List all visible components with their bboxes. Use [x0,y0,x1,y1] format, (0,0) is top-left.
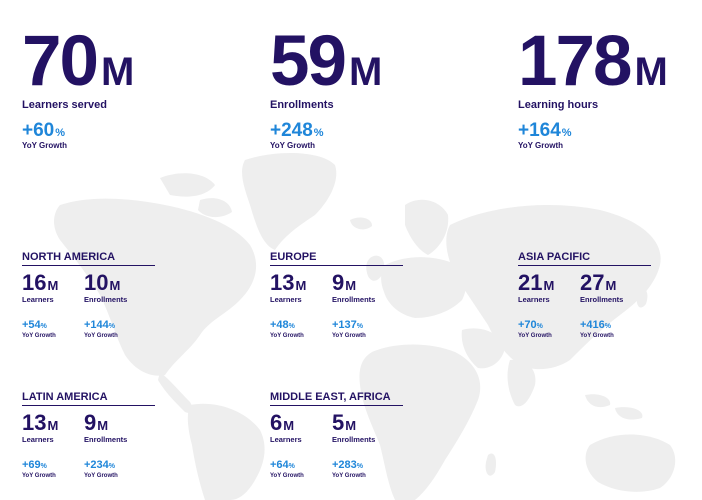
region-enrollments: 27M Enrollments +416% YoY Growth [580,270,624,340]
region-learners: 13M Learners +48% YoY Growth [270,270,307,340]
stat-label: Learners served [22,99,107,111]
region-enrollments: 5M Enrollments +283% YoY Growth [332,410,376,480]
stat-unit: M [100,50,135,94]
stat-value: 59 [270,22,347,101]
stat-unit: M [348,50,383,94]
region-title: NORTH AMERICA [22,251,155,266]
growth-value: +60% [22,120,66,141]
stat-value: 70 [22,22,99,101]
growth-label: YoY Growth [518,141,564,150]
stat-label: Enrollments [270,99,334,111]
growth-value: +164% [518,120,572,141]
region-learners: 21M Learners +70% YoY Growth [518,270,555,340]
stat-learners-served: 70 M Learners served +60% YoY Growth [22,26,134,150]
region-enrollments: 9M Enrollments +137% YoY Growth [332,270,376,340]
region-asia-pacific: ASIA PACIFIC 21M Learners +70% YoY Growt… [518,251,651,339]
growth-label: YoY Growth [270,141,316,150]
stat-label: Learning hours [518,99,599,111]
region-europe: EUROPE 13M Learners +48% YoY Growth 9M E… [270,251,403,339]
stat-unit: M [634,50,668,94]
region-title: ASIA PACIFIC [518,251,651,266]
stat-enrollments: 59 M Enrollments +248% YoY Growth [270,26,382,150]
growth-value: +248% [270,120,324,141]
region-learners: 16M Learners +54% YoY Growth [22,270,59,340]
stat-learning-hours: 178 M Learning hours +164% YoY Growth [518,26,668,150]
region-middle-east-africa: MIDDLE EAST, AFRICA 6M Learners +64% YoY… [270,391,403,479]
stat-value: 178 [518,22,632,101]
growth-label: YoY Growth [22,141,68,150]
region-learners: 13M Learners +69% YoY Growth [22,410,59,480]
region-title: EUROPE [270,251,403,266]
region-north-america: NORTH AMERICA 16M Learners +54% YoY Grow… [22,251,155,339]
region-enrollments: 10M Enrollments +144% YoY Growth [84,270,128,340]
region-title: LATIN AMERICA [22,391,155,406]
region-learners: 6M Learners +64% YoY Growth [270,410,304,480]
region-latin-america: LATIN AMERICA 13M Learners +69% YoY Grow… [22,391,155,479]
region-title: MIDDLE EAST, AFRICA [270,391,403,406]
region-enrollments: 9M Enrollments +234% YoY Growth [84,410,128,480]
